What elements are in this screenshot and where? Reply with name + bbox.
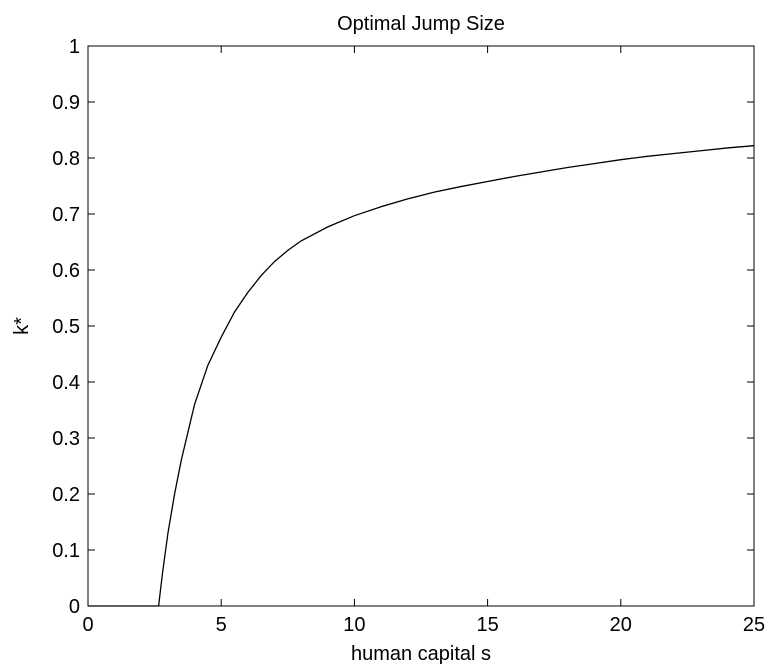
y-tick-label: 0.2 [52,484,80,506]
y-tick-label: 0.1 [52,540,80,562]
x-tick-label: 25 [743,614,765,636]
y-tick-label: 0.3 [52,428,80,450]
x-tick-label: 15 [476,614,498,636]
ticks-group: 0 5 10 15 20 25 0 0.1 0.2 0.3 0.4 0.5 0.6 0.7 0.8 0.9 1 [52,36,765,636]
plot-area-frame [87,45,755,607]
chart-title: Optimal Jump Size [337,13,505,35]
series-layer [88,145,755,607]
x-tick-label: 10 [343,614,365,636]
y-tick-label: 1 [69,36,80,58]
y-tick-label: 0.5 [52,316,80,338]
y-tick-label: 0.9 [52,92,80,114]
series-line-0 [88,145,755,607]
x-tick-label: 5 [216,614,227,636]
y-tick-label: 0.4 [52,372,80,394]
y-tick-label: 0.7 [52,204,80,226]
y-tick-label: 0.8 [52,148,80,170]
y-tick-label: 0 [69,596,80,618]
x-tick-label: 20 [610,614,632,636]
y-tick-label: 0.6 [52,260,80,282]
x-tick-label: 0 [82,614,93,636]
y-axis-label: k* [11,317,33,335]
x-axis-label: human capital s [351,643,491,665]
